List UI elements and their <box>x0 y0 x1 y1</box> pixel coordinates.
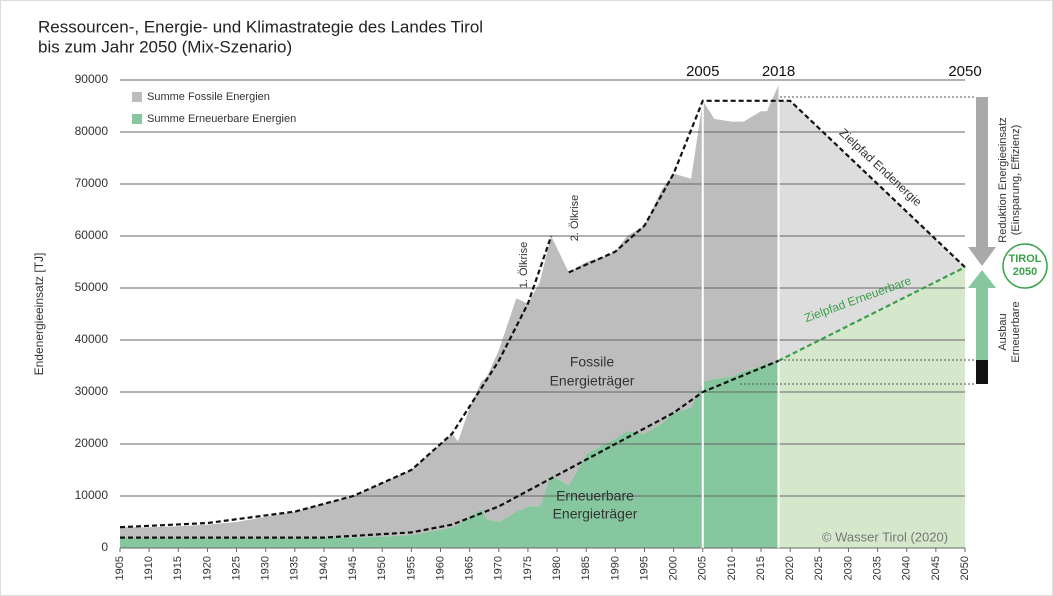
expansion-arrow <box>976 288 988 360</box>
annotation: Erneuerbare <box>1010 301 1022 362</box>
marker-label: 2050 <box>948 63 981 80</box>
annotation: © Wasser Tirol (2020) <box>822 529 948 544</box>
y-tick-label: 90000 <box>75 72 109 86</box>
x-tick-label: 2000 <box>668 556 680 580</box>
area <box>120 360 779 548</box>
x-tick-label: 1910 <box>143 556 155 580</box>
y-axis-label: Endenergieeinsatz [TJ] <box>32 253 46 376</box>
annotation: (Einsparung, Effizienz) <box>1010 125 1022 235</box>
x-tick-label: 2040 <box>901 556 913 580</box>
legend-label: Summe Fossile Energien <box>147 91 270 103</box>
x-tick-label: 1925 <box>230 556 242 580</box>
y-tick-label: 70000 <box>75 176 109 190</box>
annotation: 2. Ölkrise <box>569 195 581 241</box>
annotation: Energieträger <box>553 506 638 522</box>
reduction-arrow-head <box>968 247 996 266</box>
y-tick-label: 80000 <box>75 124 109 138</box>
projection-area <box>778 100 965 361</box>
y-tick-label: 10000 <box>75 488 109 502</box>
y-tick-label: 20000 <box>75 436 109 450</box>
x-tick-label: 1965 <box>464 556 476 580</box>
legend-swatch <box>132 114 142 124</box>
x-tick-label: 1970 <box>493 556 505 580</box>
x-tick-label: 1920 <box>201 556 213 580</box>
x-tick-label: 1955 <box>405 556 417 580</box>
x-tick-label: 1935 <box>289 556 301 580</box>
x-tick-label: 1930 <box>260 556 272 580</box>
x-tick-label: 1915 <box>172 556 184 580</box>
marker-label: 2005 <box>686 63 719 80</box>
chart-title: Ressourcen-, Energie- und Klimastrategie… <box>38 17 483 36</box>
x-tick-label: 1940 <box>318 556 330 580</box>
x-tick-label: 2005 <box>697 556 709 580</box>
x-tick-label: 2010 <box>726 556 738 580</box>
x-tick-label: 2035 <box>871 556 883 580</box>
annotation: Energieträger <box>550 373 635 389</box>
black-box <box>976 360 988 384</box>
projection-area <box>778 267 965 548</box>
y-tick-label: 40000 <box>75 332 109 346</box>
x-tick-label: 1980 <box>551 556 563 580</box>
legend-swatch <box>132 92 142 102</box>
chart-subtitle: bis zum Jahr 2050 (Mix-Szenario) <box>38 37 292 56</box>
x-tick-label: 1905 <box>114 556 126 580</box>
annotation: Fossile <box>570 354 615 370</box>
annotation: 1. Ölkrise <box>518 242 530 288</box>
annotation: 2050 <box>1013 266 1037 278</box>
trend-line <box>119 235 553 529</box>
annotation: Ausbau <box>997 313 1009 350</box>
x-tick-label: 2015 <box>755 556 767 580</box>
legend-label: Summe Erneuerbare Energien <box>147 113 296 125</box>
area <box>120 85 779 538</box>
x-tick-label: 2030 <box>842 556 854 580</box>
expansion-arrow-head <box>968 270 996 288</box>
x-tick-label: 1945 <box>347 556 359 580</box>
trend-line <box>120 359 779 539</box>
y-tick-label: 30000 <box>75 384 109 398</box>
tirol-badge <box>1002 243 1048 289</box>
trend-line <box>568 99 966 274</box>
marker-label: 2018 <box>762 63 795 80</box>
x-tick-label: 1990 <box>609 556 621 580</box>
x-tick-label: 2050 <box>959 556 971 580</box>
x-tick-label: 2020 <box>784 556 796 580</box>
annotation: Erneuerbare <box>556 488 634 504</box>
x-tick-label: 1950 <box>376 556 388 580</box>
x-tick-label: 1960 <box>434 556 446 580</box>
reduction-arrow <box>976 97 988 247</box>
trend-line <box>778 266 966 362</box>
y-tick-label: 60000 <box>75 228 109 242</box>
annotation: Reduktion Energieeinsatz <box>997 117 1009 242</box>
annotation: TIROL <box>1009 253 1042 265</box>
y-tick-label: 50000 <box>75 280 109 294</box>
x-tick-label: 1985 <box>580 556 592 580</box>
y-tick-label: 0 <box>101 540 108 554</box>
x-tick-label: 1975 <box>522 556 534 580</box>
x-tick-label: 2045 <box>930 556 942 580</box>
x-tick-label: 2025 <box>813 556 825 580</box>
plot-area: 0 10000 20000 30000 40000 50000 60000 70000 8000… <box>75 63 982 581</box>
x-tick-label: 1995 <box>638 556 650 580</box>
